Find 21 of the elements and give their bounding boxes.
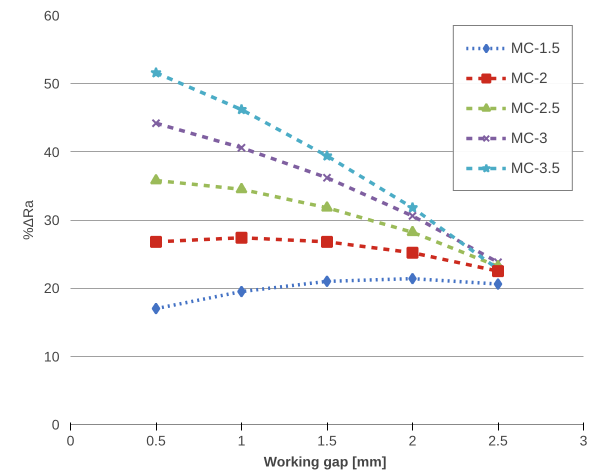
x-tick-label: 0.5	[146, 432, 166, 448]
legend-label: MC-2.5	[510, 100, 560, 116]
x-tick-label: 3	[580, 432, 588, 448]
legend-label: MC-3	[510, 130, 548, 146]
y-tick-label: 50	[44, 76, 60, 92]
x-tick-label: 2.5	[488, 432, 508, 448]
y-axis-title: %ΔRa	[20, 200, 36, 240]
x-axis-title: Working gap [mm]	[264, 454, 386, 470]
legend-label: MC-3.5	[510, 160, 560, 176]
y-tick-label: 20	[44, 280, 60, 296]
x-tick-label: 1.5	[317, 432, 337, 448]
x-tick-label: 1	[238, 432, 246, 448]
y-tick-label: 60	[44, 8, 60, 24]
x-tick-label: 0	[66, 432, 75, 448]
y-tick-label: 30	[44, 212, 60, 228]
x-tick-label: 2	[408, 432, 417, 448]
legend-label: MC-1.5	[510, 40, 560, 56]
y-tick-label: 10	[44, 348, 60, 364]
legend-label: MC-2	[510, 70, 548, 86]
y-tick-label: 40	[44, 144, 60, 160]
y-tick-label: 0	[52, 416, 60, 432]
